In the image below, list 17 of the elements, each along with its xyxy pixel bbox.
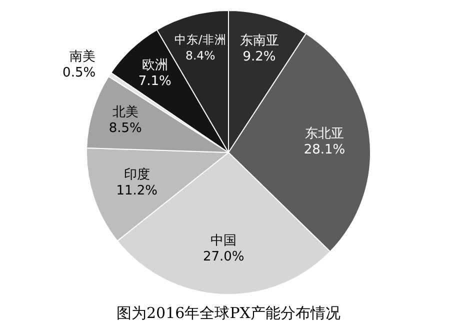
data-label: 11.2% bbox=[116, 183, 158, 198]
slice-label: 中东/非洲 bbox=[174, 32, 226, 46]
slice-label: 南美 bbox=[70, 48, 96, 65]
slice-label: 东北亚 bbox=[304, 126, 344, 142]
slice-label: 印度 bbox=[124, 166, 150, 182]
data-label: 27.0% bbox=[202, 249, 244, 264]
slice-label: 中国 bbox=[210, 233, 237, 248]
slice-label: 东南亚 bbox=[240, 33, 279, 48]
data-label: 28.1% bbox=[304, 142, 346, 158]
slice-label: 欧洲 bbox=[142, 58, 168, 73]
data-label: 8.4% bbox=[186, 48, 216, 62]
data-label: 7.1% bbox=[138, 74, 172, 89]
data-label: 0.5% bbox=[62, 66, 96, 81]
data-label: 9.2% bbox=[242, 49, 276, 64]
slice-label: 北美 bbox=[112, 104, 138, 120]
data-label: 8.5% bbox=[108, 121, 142, 136]
text: 图为2016年全球PX产能分布情况 bbox=[116, 304, 342, 323]
